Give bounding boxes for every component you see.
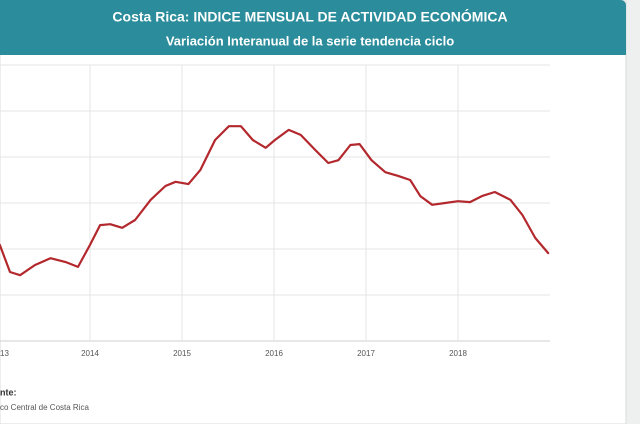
- chart-subtitle: Variación Interanual de la serie tendenc…: [166, 33, 454, 48]
- x-tick-label: 2015: [173, 349, 191, 358]
- source-label: nte:: [0, 387, 17, 397]
- x-tick-label: 2018: [449, 349, 467, 358]
- chart-title: Costa Rica: INDICE MENSUAL DE ACTIVIDAD …: [112, 8, 507, 25]
- source: co Central de Costa Rica: [0, 403, 89, 412]
- x-tick-label: 2014: [81, 349, 99, 358]
- title-bar: [0, 0, 626, 55]
- card: [0, 0, 627, 424]
- line-series: [0, 125, 550, 277]
- x-tick-label: 2016: [265, 349, 283, 358]
- x-tick-label: 13: [0, 349, 9, 358]
- x-tick-label: 2017: [357, 349, 375, 358]
